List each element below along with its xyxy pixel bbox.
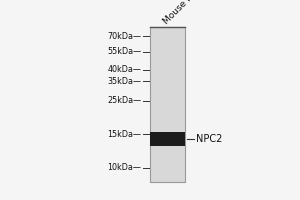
Text: 40kDa—: 40kDa—: [107, 65, 141, 74]
Text: 70kDa—: 70kDa—: [107, 32, 141, 41]
Text: 10kDa—: 10kDa—: [107, 163, 141, 172]
Bar: [150, 27, 185, 182]
Bar: [150, 132, 185, 146]
Text: Mouse lung: Mouse lung: [161, 0, 204, 26]
Text: NPC2: NPC2: [196, 134, 222, 144]
Bar: [154, 134, 182, 140]
Text: 55kDa—: 55kDa—: [107, 47, 141, 56]
Text: 35kDa—: 35kDa—: [107, 77, 141, 86]
Text: 25kDa—: 25kDa—: [107, 96, 141, 105]
Text: 15kDa—: 15kDa—: [107, 130, 141, 139]
